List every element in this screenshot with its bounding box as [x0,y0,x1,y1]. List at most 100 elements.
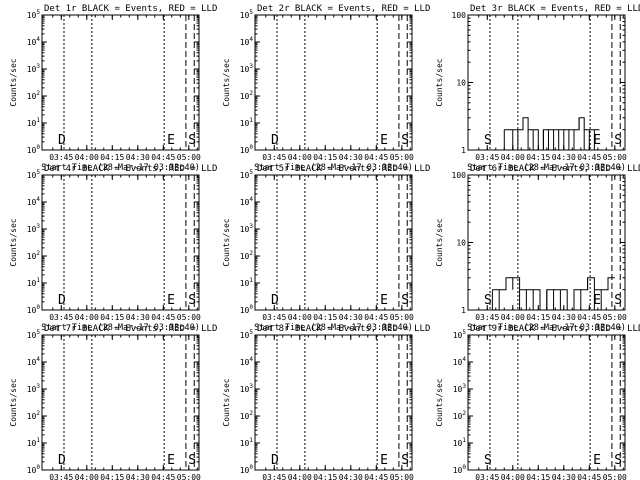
y-tick-exponent: 5 [36,9,40,16]
y-tick-label: 105 [240,169,254,180]
y-tick-exponent: 3 [249,383,253,390]
y-axis-label: Counts/sec [9,378,18,426]
x-tick-label: 04:30 [126,473,150,480]
plot-frame [254,334,413,471]
y-axis-label: Counts/sec [9,58,18,106]
x-tick-label: 04:15 [526,153,550,162]
x-tick-label: 04:45 [151,153,175,162]
x-tick-label: 04:15 [526,473,550,480]
x-tick-label: 04:15 [100,473,124,480]
x-tick-label: 04:00 [288,313,312,322]
x-tick-label: 03:45 [262,473,286,480]
x-tick-label: 04:15 [526,313,550,322]
y-axis-label: Counts/sec [9,218,18,266]
y-tick-exponent: 0 [36,464,40,471]
y-tick-exponent: 4 [462,356,466,363]
x-tick-label: 03:45 [475,313,499,322]
x-tick-label: 05:00 [603,313,627,322]
y-tick-label: 103 [453,383,467,394]
y-tick-label: 105 [27,329,41,340]
x-tick-label: 04:45 [364,313,388,322]
panel-title: Det 9r BLACK = Events, RED = LLD [470,324,640,334]
x-tick-label: 03:45 [49,473,73,480]
y-tick-exponent: 5 [36,169,40,176]
y-tick-label: 103 [27,383,41,394]
y-tick-exponent: 4 [249,196,253,203]
y-tick-exponent: 0 [36,304,40,311]
x-tick-label: 05:00 [177,473,201,480]
marker-letter: S [614,293,622,308]
x-tick-label: 03:45 [262,313,286,322]
det-panel-4: Det 4r BLACK = Events, RED = LLD10010110… [9,164,217,333]
marker-letter: D [58,293,66,308]
x-tick-label: 05:00 [390,153,414,162]
x-tick-label: 04:15 [100,153,124,162]
x-tick-label: 04:30 [126,313,150,322]
marker-letter: E [593,293,601,308]
y-tick-label: 10 [456,79,466,88]
y-tick-label: 105 [27,9,41,20]
y-tick-exponent: 4 [249,36,253,43]
y-tick-label: 100 [27,144,41,155]
y-tick-label: 104 [240,356,254,367]
y-tick-label: 100 [240,144,254,155]
y-tick-label: 105 [27,169,41,180]
y-tick-exponent: 5 [36,329,40,336]
y-tick-label: 101 [27,117,41,128]
y-tick-label: 100 [27,304,41,315]
x-tick-label: 05:00 [603,153,627,162]
x-tick-label: 04:30 [339,313,363,322]
y-tick-label: 100 [452,171,467,180]
x-axis-label: Start Time (28-Mar-17 03:33:40) [467,323,626,333]
x-tick-label: 05:00 [177,313,201,322]
marker-letter: S [484,293,492,308]
x-tick-label: 04:45 [364,153,388,162]
y-tick-exponent: 1 [36,117,40,124]
y-tick-label: 103 [240,223,254,234]
y-tick-exponent: 3 [36,383,40,390]
y-axis-label: Counts/sec [222,58,231,106]
x-tick-label: 04:30 [339,153,363,162]
y-tick-exponent: 1 [249,117,253,124]
x-tick-label: 03:45 [475,473,499,480]
x-tick-label: 04:00 [288,473,312,480]
y-tick-exponent: 2 [36,410,40,417]
y-tick-label: 10 [456,239,466,248]
x-tick-label: 03:45 [49,313,73,322]
marker-letter: E [380,293,388,308]
y-tick-label: 104 [240,196,254,207]
y-tick-exponent: 2 [36,250,40,257]
y-tick-label: 102 [240,250,254,261]
x-tick-label: 04:00 [501,473,525,480]
y-axis-label: Counts/sec [435,378,444,426]
y-tick-exponent: 1 [249,277,253,284]
y-tick-label: 102 [27,410,41,421]
marker-letter: D [58,133,66,148]
y-tick-exponent: 4 [249,356,253,363]
x-tick-label: 04:45 [577,473,601,480]
x-tick-label: 04:15 [100,313,124,322]
marker-letter: E [593,453,601,468]
y-tick-label: 101 [27,277,41,288]
x-tick-label: 04:00 [501,153,525,162]
panel-title: Det 6r BLACK = Events, RED = LLD [470,164,640,174]
marker-letter: S [401,453,409,468]
y-tick-label: 101 [240,277,254,288]
y-tick-exponent: 2 [249,90,253,97]
x-tick-label: 03:45 [475,153,499,162]
y-tick-exponent: 0 [36,144,40,151]
y-tick-exponent: 4 [36,196,40,203]
x-tick-label: 04:00 [75,473,99,480]
x-tick-label: 05:00 [177,153,201,162]
x-tick-label: 04:00 [501,313,525,322]
marker-letter: S [401,293,409,308]
y-tick-exponent: 4 [36,356,40,363]
x-tick-label: 05:00 [390,313,414,322]
x-tick-label: 03:45 [262,153,286,162]
y-tick-label: 101 [27,437,41,448]
y-tick-exponent: 0 [462,464,466,471]
marker-letter: D [271,133,279,148]
x-tick-label: 04:45 [364,473,388,480]
x-tick-label: 04:30 [552,153,576,162]
